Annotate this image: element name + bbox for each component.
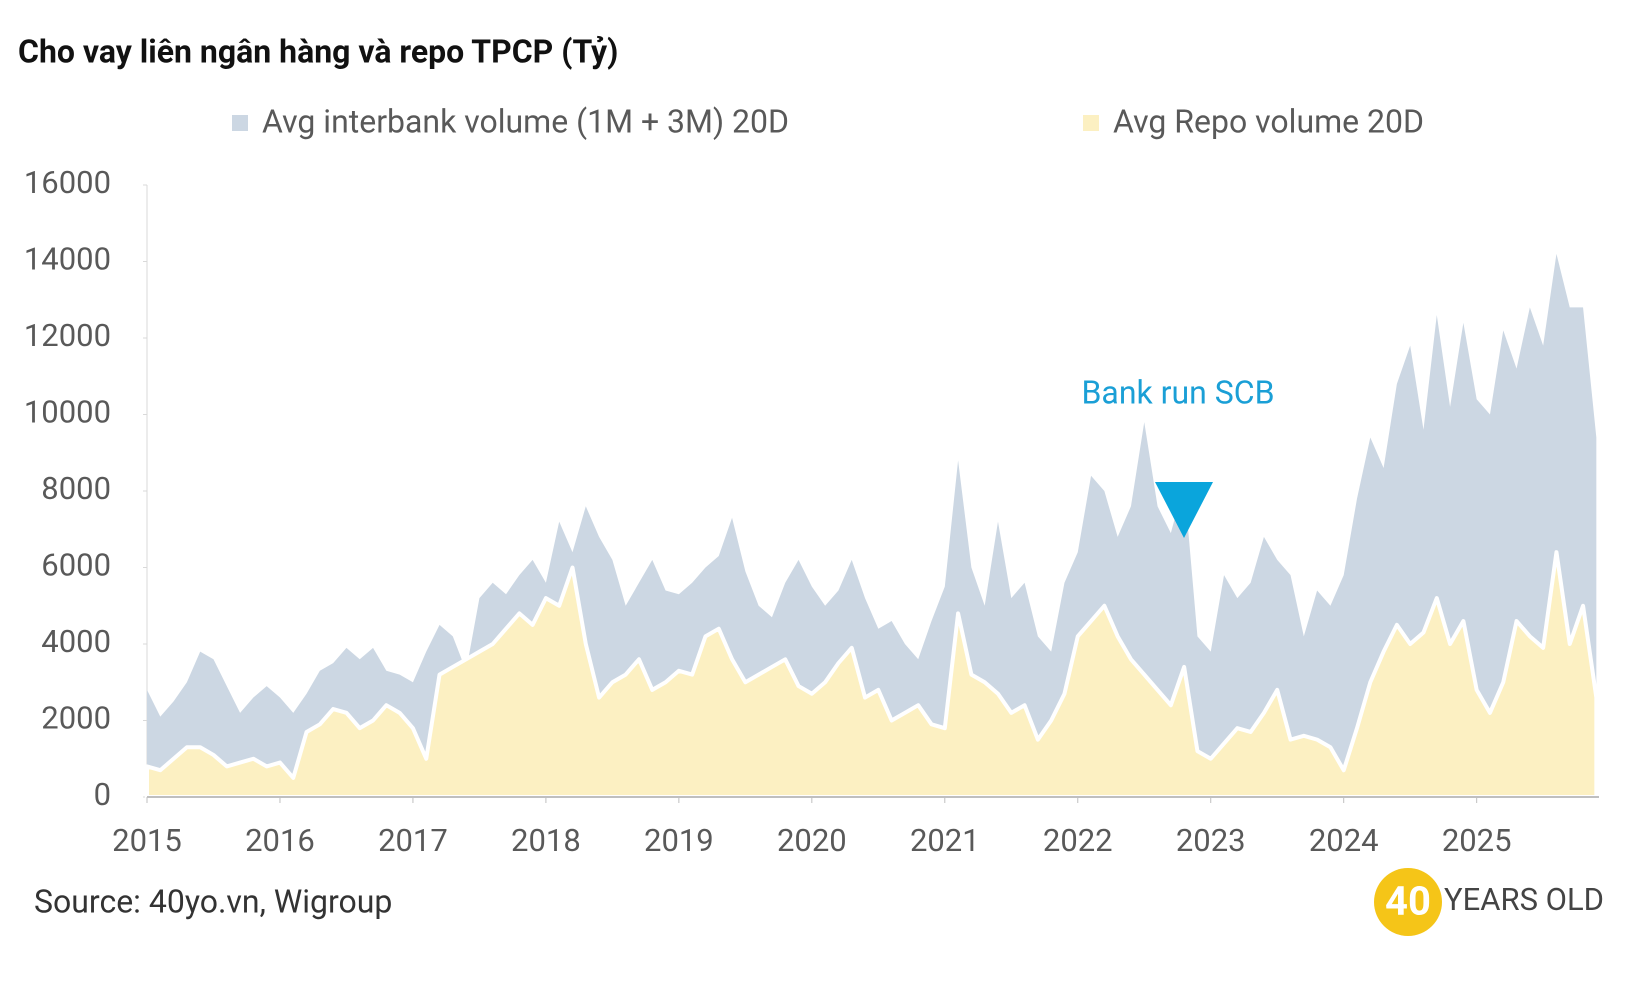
x-tick-label: 2021 (910, 822, 980, 859)
y-tick-label: 4000 (41, 623, 111, 660)
annotation: Bank run SCB (1081, 373, 1274, 411)
logo-text: YEARS OLD (1444, 881, 1604, 918)
y-tick-label: 12000 (24, 317, 111, 354)
chart-title: Cho vay liên ngân hàng và repo TPCP (Tỷ) (18, 32, 618, 70)
y-tick-label: 10000 (24, 394, 111, 431)
x-tick-label: 2022 (1043, 822, 1113, 859)
x-tick-label: 2023 (1176, 822, 1246, 859)
x-tick-label: 2016 (245, 822, 315, 859)
x-tick-label: 2025 (1442, 822, 1512, 859)
legend-swatch (1083, 115, 1099, 131)
legend-swatch (232, 115, 248, 131)
annotation-marker (1155, 482, 1213, 538)
x-tick-label: 2024 (1309, 822, 1379, 859)
y-tick-label: 2000 (41, 700, 111, 737)
x-tick-label: 2019 (644, 822, 714, 859)
x-tick-label: 2018 (511, 822, 581, 859)
x-tick-label: 2015 (112, 822, 182, 859)
logo-circle (1374, 868, 1442, 936)
legend-label: Avg Repo volume 20D (1113, 102, 1424, 140)
x-tick-label: 2017 (378, 822, 448, 859)
y-tick-label: 16000 (24, 164, 111, 201)
area (145, 550, 1599, 799)
y-tick-label: 8000 (41, 470, 111, 507)
source: Source: 40yo.vn, Wigroup (34, 882, 392, 920)
y-tick-label: 14000 (24, 241, 111, 278)
y-tick-label: 6000 (41, 547, 111, 584)
legend-label: Avg interbank volume (1M + 3M) 20D (262, 102, 789, 140)
y-tick-label: 0 (94, 776, 111, 813)
logo-number: 40 (1385, 878, 1431, 925)
x-tick-label: 2020 (777, 822, 847, 859)
